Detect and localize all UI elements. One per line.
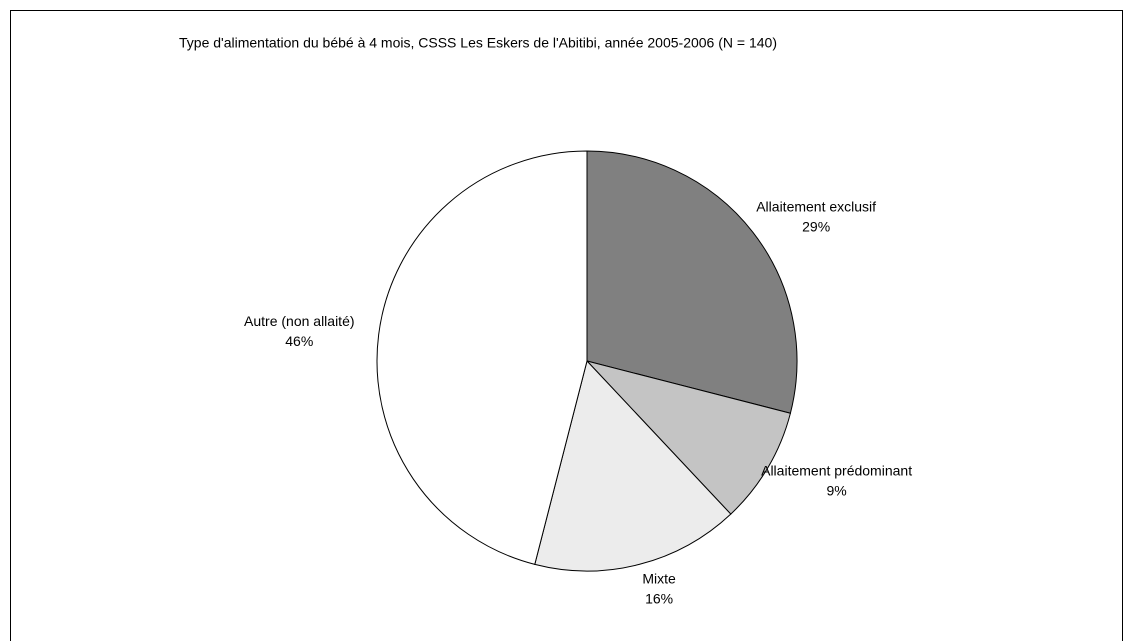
slice-value-label: 9%: [826, 482, 846, 498]
pie-slice: [585, 360, 792, 515]
slice-label: Mixte: [642, 570, 676, 586]
slice-value-label: 29%: [802, 219, 830, 235]
slice-value-label: 46%: [285, 333, 313, 349]
slice-label: Allaitement prédominant: [761, 462, 912, 478]
chart-title: Type d'alimentation du bébé à 4 mois, CS…: [179, 35, 777, 51]
slice-label: Autre (non allaité): [244, 313, 355, 329]
pie-slice: [586, 150, 798, 414]
slice-label: Allaitement exclusif: [756, 199, 876, 215]
slice-value-label: 16%: [645, 590, 673, 606]
pie-slice: [376, 150, 588, 566]
pie-slice: [534, 359, 732, 572]
